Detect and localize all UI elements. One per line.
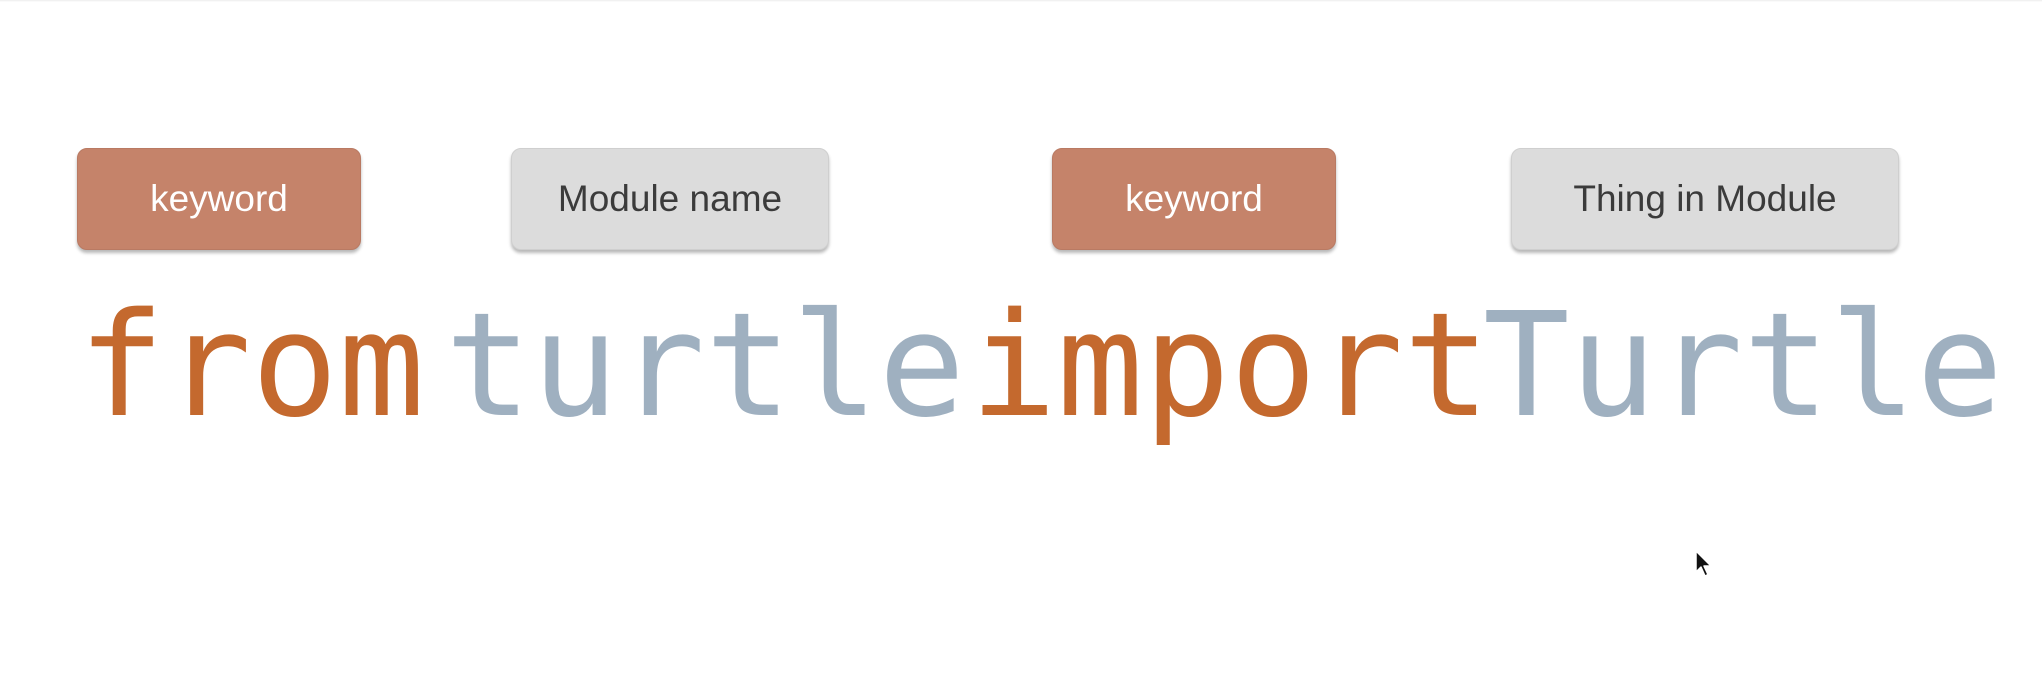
top-divider (0, 0, 2042, 2)
keyword-label-from: keyword (77, 148, 361, 250)
thing-in-module-label: Thing in Module (1511, 148, 1899, 250)
keyword-label-import: keyword (1052, 148, 1336, 250)
code-keyword-import: import (970, 281, 1491, 449)
code-module-turtle: turtle (445, 281, 966, 449)
module-name-label: Module name (511, 148, 829, 250)
code-keyword-from: from (78, 281, 425, 449)
code-thing-Turtle: Turtle (1483, 281, 2004, 449)
mouse-pointer-icon (1695, 550, 1712, 577)
